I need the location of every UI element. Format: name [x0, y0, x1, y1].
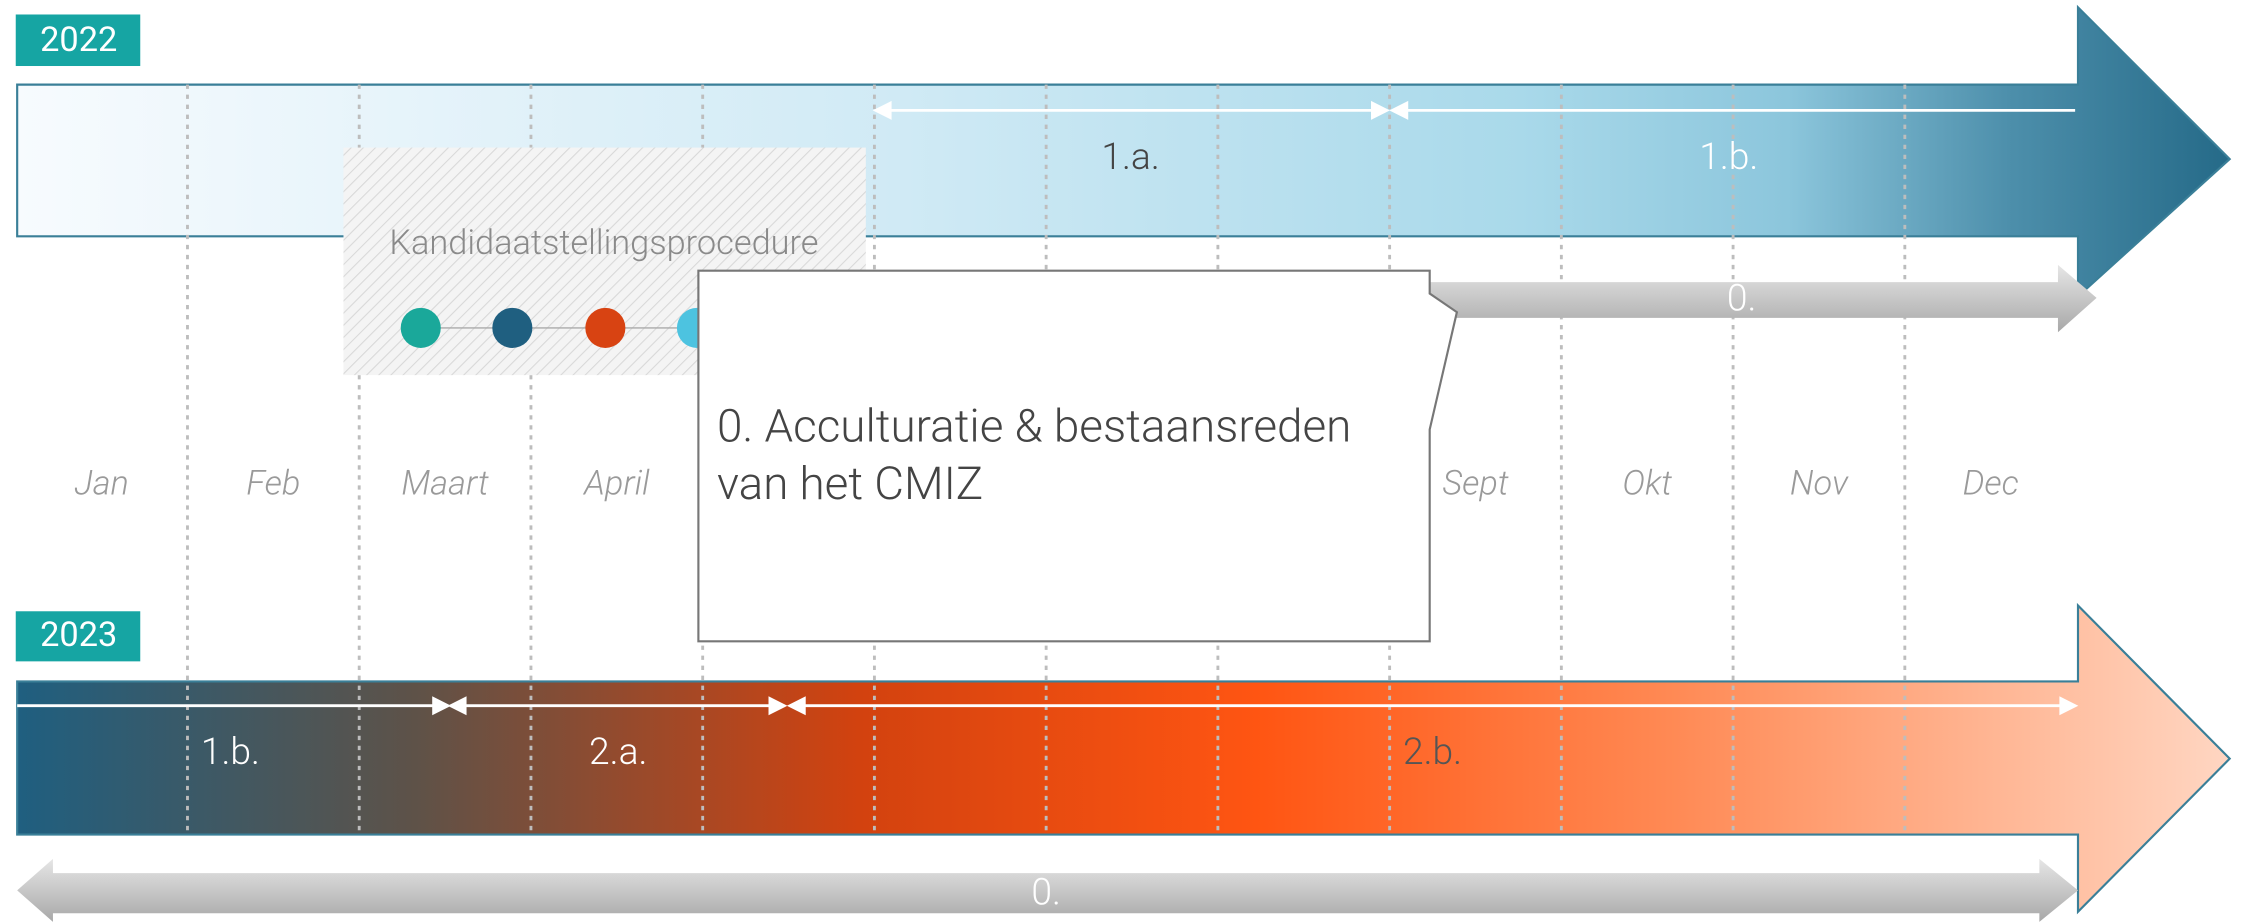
track-arrow	[17, 858, 2078, 922]
track-label: 0.	[1031, 870, 1061, 914]
month-label: Jan	[74, 463, 129, 503]
month-label: Nov	[1790, 463, 1849, 503]
year-label: 2022	[40, 20, 117, 60]
procedure-title: Kandidaatstellingsprocedure	[389, 223, 818, 263]
month-label: Dec	[1963, 463, 2019, 503]
arrow-2023	[16, 602, 2232, 915]
icon	[400, 307, 441, 348]
phase-label: 1.b.	[1699, 135, 1758, 179]
month-label: Sept	[1442, 463, 1508, 503]
year-badge	[15, 611, 141, 662]
track-arrow	[1423, 264, 2097, 333]
year-label: 2023	[40, 615, 117, 655]
icon	[492, 307, 533, 348]
measure-2023	[17, 696, 2079, 716]
phase-label: 1.b.	[201, 730, 260, 774]
year-badge	[15, 14, 141, 67]
month-labels: Jan Feb Maart April Sept Okt Nov Dec	[74, 463, 2018, 503]
phase-label: 1.a.	[1101, 135, 1159, 179]
callout-text: van het CMIZ	[717, 458, 983, 511]
phase-label: 2.a.	[589, 730, 647, 774]
callout	[697, 269, 1459, 643]
month-label: April	[582, 463, 650, 503]
icon	[585, 307, 626, 348]
measure-2022	[872, 100, 2076, 120]
phase-label: 2.b.	[1403, 730, 1462, 774]
callout-text: 0. Acculturatie & bestaansreden	[717, 401, 1351, 454]
month-label: Maart	[401, 463, 489, 503]
month-label: Feb	[246, 463, 300, 503]
track-label: 0.	[1727, 277, 1757, 321]
month-label: Okt	[1622, 463, 1672, 503]
